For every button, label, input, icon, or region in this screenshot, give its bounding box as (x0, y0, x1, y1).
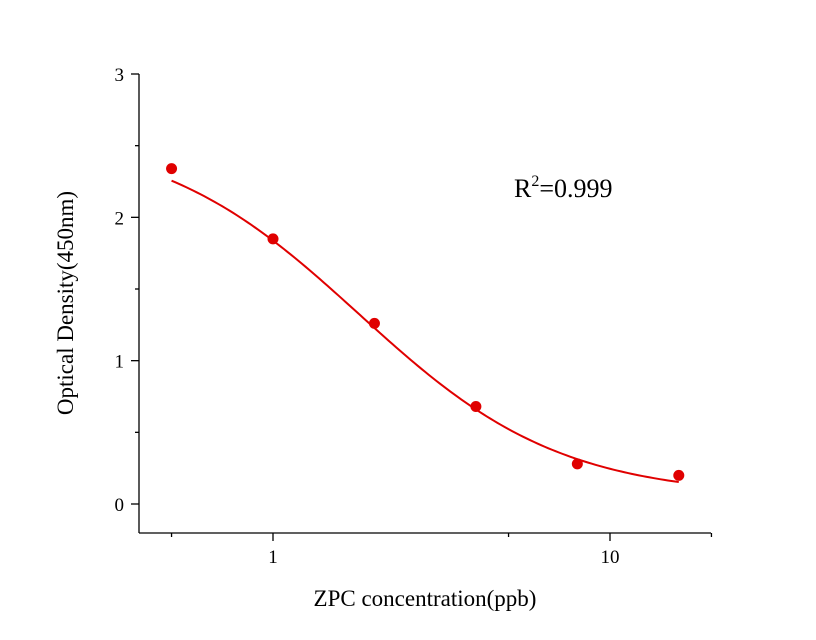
r-squared-annotation: R2=0.999 (514, 173, 613, 203)
data-points (166, 163, 685, 481)
x-axis-title: ZPC concentration(ppb) (314, 586, 537, 611)
y-axis-title: Optical Density(450nm) (53, 191, 78, 415)
r-squared-base: R (514, 174, 532, 203)
y-tick-label-3: 3 (115, 65, 125, 86)
data-point-1 (267, 233, 279, 245)
data-point-3 (470, 401, 482, 413)
y-tick-label-1: 1 (115, 352, 125, 373)
r-squared-value: =0.999 (539, 174, 612, 203)
x-tick-label-0: 1 (268, 547, 278, 568)
y-ticks: 0 1 2 3 (115, 65, 139, 516)
x-tick-label-1: 10 (601, 547, 620, 568)
data-point-0 (166, 163, 178, 175)
x-ticks: 1 10 (170, 533, 713, 568)
fit-curve (171, 179, 679, 484)
y-tick-label-2: 2 (115, 208, 125, 229)
y-tick-label-0: 0 (115, 495, 125, 516)
data-point-5 (673, 469, 685, 481)
data-point-4 (571, 458, 583, 470)
r-squared-superscript: 2 (531, 173, 539, 190)
data-point-2 (368, 317, 380, 329)
